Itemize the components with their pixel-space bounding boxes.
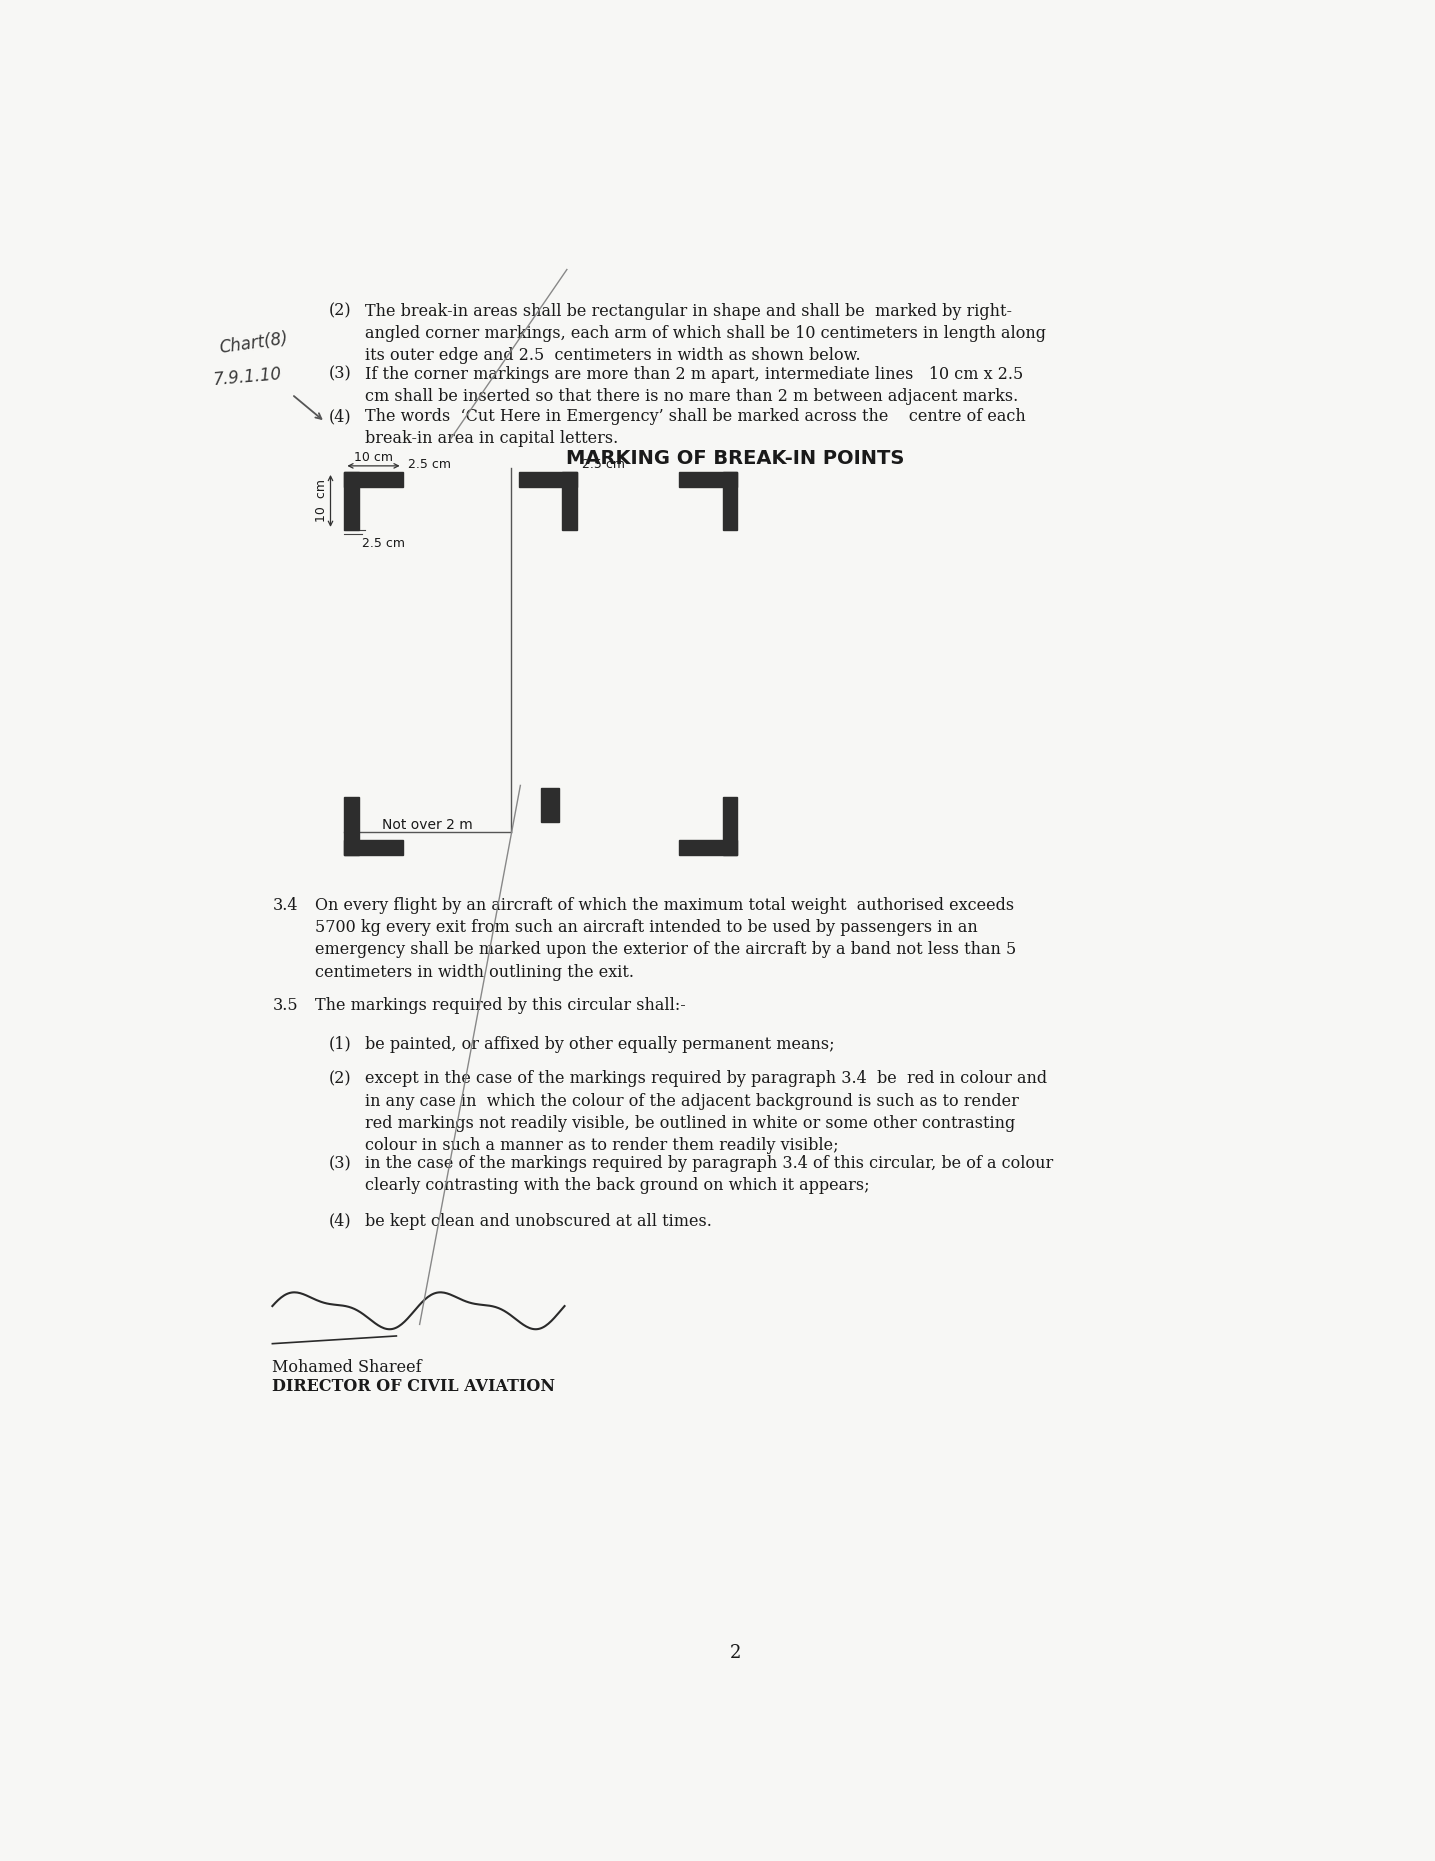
Text: DIRECTOR OF CIVIL AVIATION: DIRECTOR OF CIVIL AVIATION	[273, 1379, 555, 1396]
Text: be painted, or affixed by other equally permanent means;: be painted, or affixed by other equally …	[366, 1037, 835, 1053]
Text: 3.5: 3.5	[273, 997, 298, 1014]
Text: The words  ‘Cut Here in Emergency’ shall be marked across the    centre of each
: The words ‘Cut Here in Emergency’ shall …	[366, 408, 1026, 447]
Bar	[344, 839, 403, 854]
Text: 7.9.1.10: 7.9.1.10	[212, 365, 283, 389]
Text: Mohamed Shareef: Mohamed Shareef	[273, 1359, 422, 1375]
Bar	[344, 473, 403, 488]
Text: (2): (2)	[329, 303, 352, 320]
Bar	[723, 473, 738, 530]
Text: (1): (1)	[329, 1037, 352, 1053]
Bar	[563, 473, 577, 530]
Text: Chart(8): Chart(8)	[218, 329, 290, 357]
Text: 10  cm: 10 cm	[316, 480, 329, 523]
Bar	[344, 797, 359, 854]
Text: (3): (3)	[329, 1156, 352, 1172]
Text: 10 cm: 10 cm	[354, 452, 393, 465]
Text: (3): (3)	[329, 367, 352, 383]
Text: On every flight by an aircraft of which the maximum total weight  authorised exc: On every flight by an aircraft of which …	[316, 897, 1016, 981]
Text: MARKING OF BREAK-IN POINTS: MARKING OF BREAK-IN POINTS	[565, 449, 904, 467]
Bar	[344, 473, 359, 530]
Text: The markings required by this circular shall:-: The markings required by this circular s…	[316, 997, 686, 1014]
Bar	[519, 473, 577, 488]
Text: except in the case of the markings required by paragraph 3.4  be  red in colour : except in the case of the markings requi…	[366, 1070, 1048, 1154]
Text: 2.5 cm: 2.5 cm	[583, 458, 626, 471]
Text: in the case of the markings required by paragraph 3.4 of this circular, be of a : in the case of the markings required by …	[366, 1156, 1053, 1195]
Bar	[541, 789, 560, 821]
Text: (4): (4)	[329, 408, 352, 424]
Text: If the corner markings are more than 2 m apart, intermediate lines   10 cm x 2.5: If the corner markings are more than 2 m…	[366, 367, 1023, 406]
Text: The break-in areas shall be rectangular in shape and shall be  marked by right-
: The break-in areas shall be rectangular …	[366, 303, 1046, 365]
Bar	[679, 839, 738, 854]
Text: Not over 2 m: Not over 2 m	[382, 817, 474, 832]
Text: 2: 2	[729, 1643, 740, 1662]
Text: 2.5 cm: 2.5 cm	[362, 538, 405, 551]
Text: 3.4: 3.4	[273, 897, 298, 914]
Bar	[679, 473, 738, 488]
Bar	[723, 797, 738, 854]
Text: (2): (2)	[329, 1070, 352, 1087]
Text: be kept clean and unobscured at all times.: be kept clean and unobscured at all time…	[366, 1213, 712, 1230]
Text: 2.5 cm: 2.5 cm	[408, 458, 451, 471]
Text: (4): (4)	[329, 1213, 352, 1230]
